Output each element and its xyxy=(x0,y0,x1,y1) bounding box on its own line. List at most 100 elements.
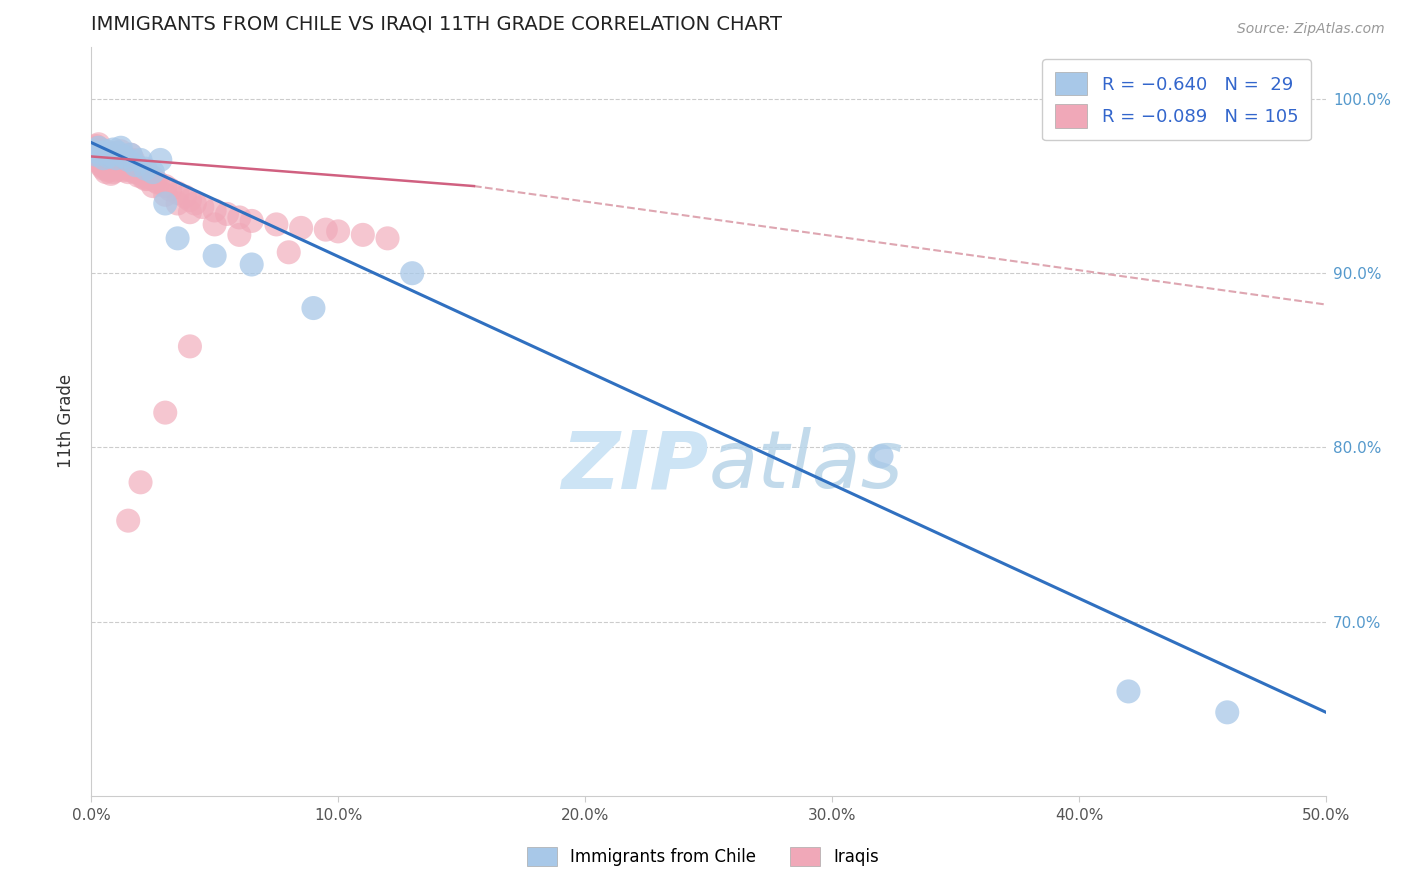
Point xyxy=(94,160,117,174)
Point xyxy=(94,149,117,163)
Point xyxy=(132,170,155,185)
Point xyxy=(104,163,127,178)
Point xyxy=(315,222,337,236)
Point xyxy=(110,160,132,174)
Point xyxy=(90,143,112,157)
Point xyxy=(1118,684,1140,698)
Point xyxy=(94,154,117,169)
Text: ZIP: ZIP xyxy=(561,427,709,505)
Point xyxy=(90,147,112,161)
Point xyxy=(104,151,127,165)
Point xyxy=(240,214,263,228)
Point xyxy=(136,172,159,186)
Point xyxy=(103,143,125,157)
Point xyxy=(87,153,110,167)
Text: Source: ZipAtlas.com: Source: ZipAtlas.com xyxy=(1237,22,1385,37)
Point xyxy=(120,147,142,161)
Point xyxy=(110,154,132,169)
Point xyxy=(134,169,156,183)
Point xyxy=(377,231,399,245)
Point xyxy=(112,149,135,163)
Point xyxy=(107,156,129,170)
Point xyxy=(110,141,132,155)
Point xyxy=(129,153,152,167)
Point xyxy=(93,160,115,174)
Point xyxy=(149,153,172,167)
Point xyxy=(870,449,893,463)
Point xyxy=(100,147,122,161)
Legend: Immigrants from Chile, Iraqis: Immigrants from Chile, Iraqis xyxy=(519,838,887,875)
Point xyxy=(84,145,107,159)
Point xyxy=(155,187,177,202)
Point xyxy=(1216,706,1239,720)
Point xyxy=(87,147,110,161)
Point xyxy=(100,167,122,181)
Point xyxy=(142,170,165,185)
Point xyxy=(103,154,125,169)
Point xyxy=(97,163,120,178)
Point xyxy=(326,224,349,238)
Point xyxy=(120,163,142,178)
Point xyxy=(83,153,105,167)
Point xyxy=(179,339,201,353)
Point xyxy=(84,141,107,155)
Point xyxy=(97,153,120,167)
Point xyxy=(112,158,135,172)
Point xyxy=(112,163,135,178)
Point xyxy=(124,158,146,172)
Point xyxy=(155,196,177,211)
Point xyxy=(228,227,250,242)
Point xyxy=(83,145,105,159)
Point xyxy=(97,158,120,172)
Text: atlas: atlas xyxy=(709,427,903,505)
Point xyxy=(290,220,312,235)
Point xyxy=(107,156,129,170)
Point xyxy=(87,137,110,152)
Point xyxy=(100,151,122,165)
Point xyxy=(87,141,110,155)
Point xyxy=(97,153,120,167)
Point xyxy=(228,211,250,225)
Point xyxy=(117,514,139,528)
Point xyxy=(302,301,325,315)
Point xyxy=(179,205,201,219)
Point xyxy=(90,154,112,169)
Point xyxy=(93,151,115,165)
Point xyxy=(103,165,125,179)
Point xyxy=(104,158,127,172)
Point xyxy=(204,218,226,232)
Point xyxy=(166,196,188,211)
Text: IMMIGRANTS FROM CHILE VS IRAQI 11TH GRADE CORRELATION CHART: IMMIGRANTS FROM CHILE VS IRAQI 11TH GRAD… xyxy=(91,15,782,34)
Point xyxy=(117,153,139,167)
Point xyxy=(145,174,167,188)
Point xyxy=(159,183,181,197)
Point xyxy=(352,227,374,242)
Point xyxy=(146,176,169,190)
Point xyxy=(129,165,152,179)
Y-axis label: 11th Grade: 11th Grade xyxy=(58,375,75,468)
Point xyxy=(83,143,105,157)
Point xyxy=(204,203,226,218)
Point xyxy=(240,258,263,272)
Point xyxy=(191,200,214,214)
Point xyxy=(134,172,156,186)
Point xyxy=(204,249,226,263)
Point xyxy=(166,186,188,200)
Point xyxy=(155,179,177,194)
Point xyxy=(90,145,112,160)
Point xyxy=(129,167,152,181)
Point xyxy=(93,156,115,170)
Point xyxy=(124,158,146,172)
Point xyxy=(127,169,149,183)
Point xyxy=(117,160,139,174)
Point xyxy=(122,153,145,167)
Point xyxy=(114,156,136,170)
Point xyxy=(103,160,125,174)
Point xyxy=(277,245,299,260)
Point xyxy=(142,179,165,194)
Point xyxy=(84,145,107,160)
Point xyxy=(184,196,207,211)
Point xyxy=(90,158,112,172)
Point xyxy=(134,161,156,176)
Point xyxy=(84,151,107,165)
